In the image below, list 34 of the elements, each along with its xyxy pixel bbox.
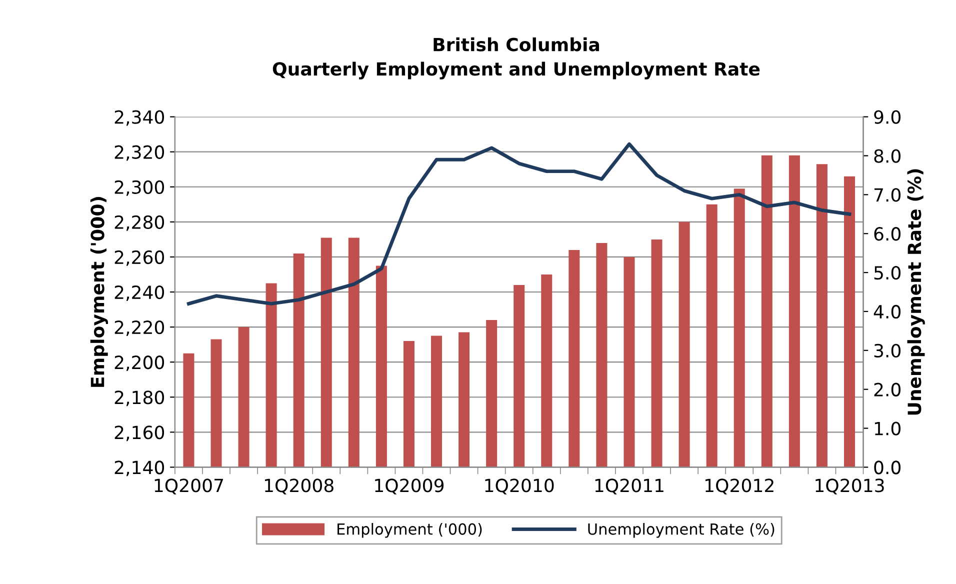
y2-axis-title: Unemployment Rate (%) xyxy=(907,169,925,415)
y2-tick-label: 9.0 xyxy=(874,110,901,124)
y2-tick-label: 3.0 xyxy=(874,344,901,358)
y-tick-label: 2,300 xyxy=(114,180,164,196)
x-tick-label: 1Q2009 xyxy=(375,478,444,494)
y-tick-label: 2,160 xyxy=(114,426,164,442)
y-tick-label: 2,260 xyxy=(114,250,164,266)
y2-tick-label: 8.0 xyxy=(874,149,901,163)
legend-label: Unemployment Rate (%) xyxy=(588,523,774,538)
y-tick-label: 2,240 xyxy=(114,285,164,301)
line-series xyxy=(186,142,852,306)
y2-tick-label: 2.0 xyxy=(874,382,901,396)
y2-tick-label: 4.0 xyxy=(874,304,901,319)
y2-tick-label: 1.0 xyxy=(874,422,901,436)
y-tick-label: 2,320 xyxy=(114,145,164,161)
y-axis-title: Employment ('000) xyxy=(90,197,108,387)
x-tick-label: 1Q2007 xyxy=(154,478,223,494)
y-tick-label: 2,200 xyxy=(114,356,164,372)
x-tick-label: 1Q2008 xyxy=(265,478,334,494)
y2-tick-label: 0.0 xyxy=(874,460,901,474)
y-tick-label: 2,220 xyxy=(114,320,164,336)
y-tick-label: 2,280 xyxy=(114,215,164,231)
y-tick-label: 2,340 xyxy=(114,110,164,126)
x-tick-label: 1Q2010 xyxy=(485,478,554,494)
y-tick-label: 2,140 xyxy=(114,460,164,476)
y2-tick-label: 7.0 xyxy=(874,188,901,202)
legend-label: Employment ('000) xyxy=(338,523,482,538)
chart-title: British Columbia Quarterly Employment and Unemployment Rate xyxy=(272,37,760,80)
y2-tick-label: 6.0 xyxy=(874,227,901,241)
x-tick-label: 1Q2012 xyxy=(706,478,774,494)
x-tick-label: 1Q2011 xyxy=(595,478,664,494)
x-tick-label: 1Q2013 xyxy=(816,478,884,494)
y-tick-label: 2,180 xyxy=(114,390,164,406)
y2-tick-label: 5.0 xyxy=(874,266,901,280)
